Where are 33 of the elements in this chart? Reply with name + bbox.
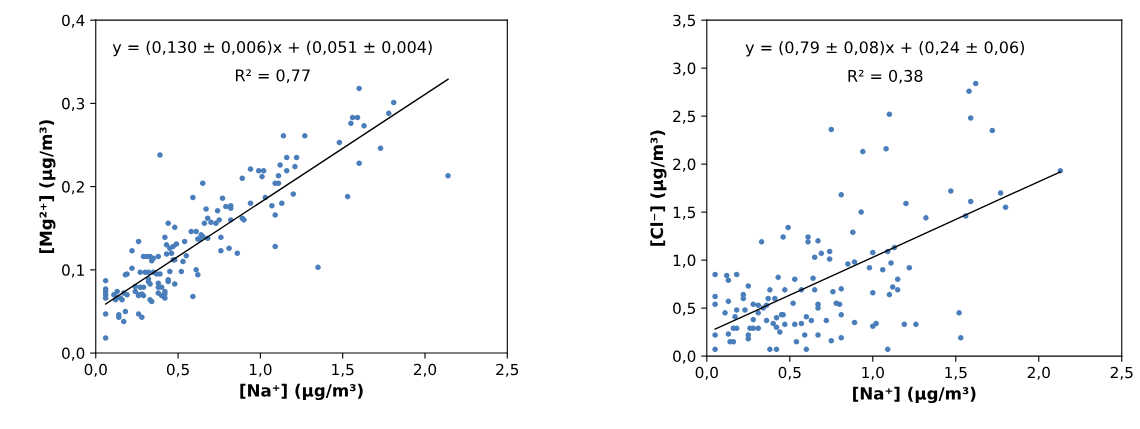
y-tick-label: 2,0: [673, 158, 696, 172]
x-tick-label: 0,5: [778, 366, 801, 380]
y-tick-label: 0,1: [62, 264, 84, 278]
y-tick-label: 2,5: [673, 110, 696, 124]
y-tick-label: 0,4: [62, 14, 85, 28]
y-tick-label: 1,0: [673, 254, 696, 268]
x-tick-label: 1,5: [945, 366, 967, 380]
x-tick-label: 1,0: [862, 366, 884, 380]
x-tick-label: 2,0: [1027, 366, 1050, 380]
annotation: R² = 0,38: [848, 69, 923, 84]
y-tick-label: 0,2: [62, 181, 84, 195]
x-tick-label: 0,0: [84, 363, 107, 377]
x-tick-label: 0,0: [695, 366, 718, 380]
x-tick-label: 1,5: [332, 363, 354, 377]
y-tick-label: 0,0: [62, 347, 85, 361]
y-axis-title: [Mg²⁺] (µg/m³): [39, 120, 56, 254]
x-axis-title: [Na⁺] (µg/m³): [240, 383, 363, 401]
x-axis-title: [Na⁺] (µg/m³): [853, 386, 976, 404]
x-tick-label: 1,0: [249, 363, 272, 377]
annotation: R² = 0,77: [235, 69, 310, 84]
y-tick-label: 3,5: [673, 14, 696, 28]
x-tick-label: 2,0: [413, 363, 437, 377]
y-tick-label: 0,3: [62, 97, 85, 111]
x-tick-label: 2,5: [496, 363, 519, 377]
x-tick-label: 2,5: [1110, 366, 1133, 380]
y-tick-label: 0,5: [673, 302, 696, 316]
x-tick-label: 0,5: [166, 363, 189, 377]
y-tick-label: 1,5: [673, 206, 696, 220]
y-axis-title: [Cl⁻] (µg/m³): [650, 130, 667, 246]
annotation: y = (0,79 ± 0,08)x + (0,24 ± 0,06): [745, 41, 1024, 57]
y-tick-label: 3,0: [673, 62, 696, 76]
annotation: y = (0,130 ± 0,006)x + (0,051 ± 0,004): [112, 40, 432, 57]
y-tick-label: 0,0: [673, 350, 696, 364]
